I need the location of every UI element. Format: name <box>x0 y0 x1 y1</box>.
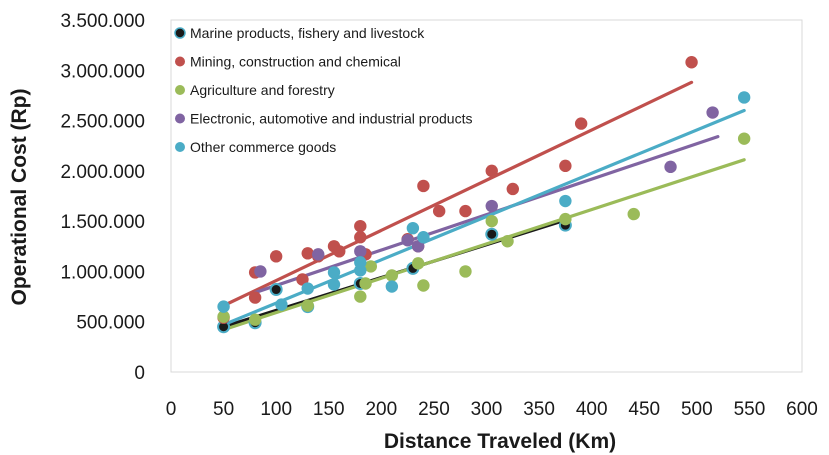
x-tick-label: 200 <box>365 399 397 420</box>
legend-marker <box>175 142 185 152</box>
data-point <box>269 250 283 263</box>
y-tick-label: 0 <box>134 363 145 384</box>
y-tick-label: 1.500.000 <box>60 212 145 233</box>
data-point <box>685 56 698 69</box>
data-point <box>417 231 430 244</box>
legend-label: Marine products, fishery and livestock <box>190 25 425 41</box>
x-tick-label: 450 <box>628 399 660 420</box>
data-point <box>364 260 378 273</box>
data-point <box>354 231 367 244</box>
data-point <box>296 273 309 286</box>
data-point <box>333 245 346 258</box>
x-tick-label: 100 <box>260 399 292 420</box>
y-tick-label: 2.000.000 <box>60 162 145 183</box>
legend-marker <box>175 56 185 67</box>
data-point <box>706 106 719 119</box>
data-point <box>312 248 325 261</box>
y-tick-label: 3.500.000 <box>60 11 145 32</box>
data-point <box>485 227 499 241</box>
legend-label: Other commerce goods <box>190 139 336 155</box>
legend-marker <box>174 27 186 39</box>
data-point <box>432 204 446 218</box>
data-point <box>275 298 288 311</box>
data-point <box>501 235 514 248</box>
data-point <box>411 257 425 270</box>
y-tick-label: 500.000 <box>76 313 145 334</box>
x-axis-title: Distance Traveled (Km) <box>384 430 616 453</box>
y-axis-title: Operational Cost (Rp) <box>8 88 31 305</box>
data-point <box>406 221 420 235</box>
data-point <box>359 277 372 290</box>
x-tick-label: 50 <box>213 399 234 420</box>
data-point <box>301 299 314 312</box>
data-point <box>737 132 751 145</box>
data-point <box>354 219 367 233</box>
x-tick-label: 350 <box>523 399 555 420</box>
data-point <box>354 290 367 303</box>
trend-line <box>221 80 694 308</box>
data-point <box>574 117 588 130</box>
data-point <box>354 245 367 258</box>
data-point <box>506 182 519 196</box>
legend: Marine products, fishery and livestock Mi… <box>174 25 472 155</box>
x-axis-tick-labels: 0 50 100 150 200 250 300 350 400 450 500 550 600 <box>166 399 818 420</box>
x-tick-label: 150 <box>313 399 345 420</box>
data-point <box>459 265 472 278</box>
x-tick-label: 300 <box>471 399 503 420</box>
data-point <box>301 247 314 260</box>
legend-marker <box>175 85 185 95</box>
data-point <box>411 240 425 253</box>
data-point <box>417 179 430 193</box>
data-point <box>269 283 283 297</box>
data-point <box>737 91 751 104</box>
data-point <box>401 234 414 247</box>
data-point <box>485 199 498 213</box>
data-points <box>217 56 751 334</box>
data-point <box>248 313 262 326</box>
y-tick-label: 3.000.000 <box>60 61 145 82</box>
data-point <box>559 212 572 226</box>
data-point <box>217 300 230 313</box>
legend-label: Mining, construction and chemical <box>190 54 401 70</box>
y-tick-label: 2.500.000 <box>60 112 145 133</box>
data-point <box>417 279 430 292</box>
data-point <box>485 214 498 228</box>
legend-label: Agriculture and forestry <box>190 82 335 98</box>
data-point <box>627 207 640 221</box>
x-tick-label: 250 <box>418 399 450 420</box>
y-axis-tick-labels: 0 500.000 1.000.000 1.500.000 2.000.000 2.500… <box>60 11 145 384</box>
data-point <box>301 282 314 295</box>
data-point <box>217 310 230 323</box>
x-tick-label: 400 <box>576 399 608 420</box>
x-tick-label: 600 <box>786 399 818 420</box>
legend-label: Electronic, automotive and industrial pr… <box>190 111 472 127</box>
data-point <box>385 280 399 293</box>
data-point <box>354 256 367 269</box>
x-tick-label: 550 <box>734 399 766 420</box>
data-point <box>664 160 677 174</box>
x-tick-label: 500 <box>681 399 713 420</box>
data-point <box>254 265 267 278</box>
y-tick-label: 1.000.000 <box>60 262 145 283</box>
data-point <box>248 291 262 304</box>
legend-marker <box>175 113 185 124</box>
plot-area-border <box>170 19 803 373</box>
data-point <box>459 204 472 218</box>
data-point <box>327 278 341 291</box>
data-point <box>327 266 341 279</box>
trend-line <box>253 135 720 295</box>
data-point <box>485 164 498 178</box>
data-point <box>385 269 399 282</box>
data-point <box>559 194 572 208</box>
data-point <box>559 159 572 173</box>
x-tick-label: 0 <box>166 399 177 420</box>
